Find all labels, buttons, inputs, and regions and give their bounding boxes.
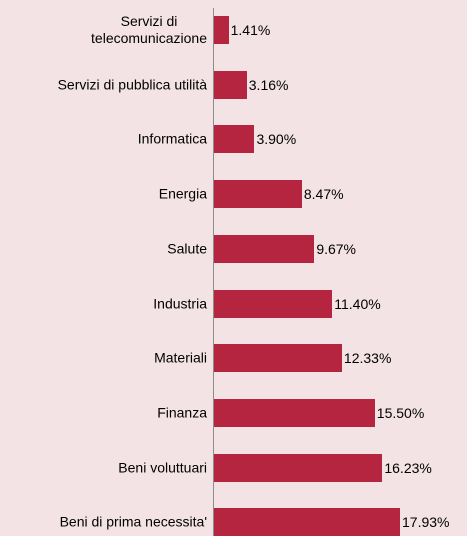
category-label: Industria [153,295,207,311]
category-label: Informatica [137,130,207,147]
bar [214,398,375,427]
bar [214,508,400,536]
category-label: Materiali [154,349,207,366]
bar [214,16,229,44]
data-label: 16.23% [384,459,432,476]
data-label: 17.93% [402,514,450,531]
data-label: 15.50% [376,404,425,421]
data-label: 12.33% [343,350,392,367]
bar [214,125,255,154]
bar [214,234,315,263]
data-label: 3.90% [256,131,297,148]
category-label: Beni di prima necessita' [59,513,207,530]
data-label: 8.47% [303,186,344,203]
axis-line [213,8,214,536]
bar [214,344,342,373]
category-label: Salute [167,240,207,257]
bar [214,70,247,99]
category-label: Servizi di pubblica utilità [57,76,207,93]
data-label: 9.67% [316,240,357,257]
bar [214,453,383,482]
bar [214,180,302,209]
category-label: Energia [158,185,207,202]
data-label: 11.40% [334,295,381,312]
data-label: 1.41% [230,22,271,38]
category-label: Beni voluttuari [118,459,207,476]
bar [214,289,333,318]
category-label: Finanza [157,404,207,421]
category-label: Servizi di telecomunicazione [91,13,207,46]
data-label: 3.16% [248,76,289,93]
